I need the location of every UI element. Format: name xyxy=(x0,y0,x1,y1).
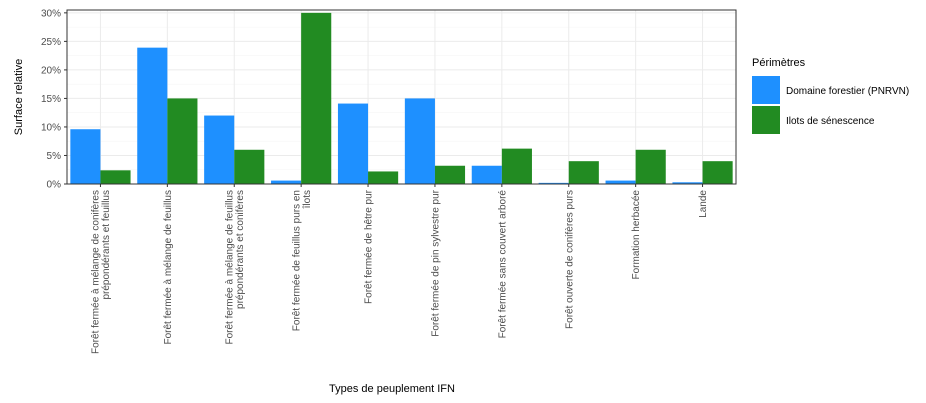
y-tick-label: 15% xyxy=(41,94,61,105)
y-tick-label: 0% xyxy=(47,180,62,191)
bar xyxy=(337,103,369,184)
legend: Périmètres Domaine forestier (PNRVN) Ilot… xyxy=(752,57,909,134)
x-tick-label: prépondérants et feuillus xyxy=(101,190,112,300)
bar xyxy=(471,165,502,184)
x-tick-label: Forêt fermée sans couvert arboré xyxy=(497,190,508,339)
y-tick-label: 20% xyxy=(41,65,61,76)
bar xyxy=(434,165,466,184)
y-tick-label: 25% xyxy=(41,37,61,48)
bar xyxy=(100,170,131,184)
x-axis-title: Types de peuplement IFN xyxy=(329,383,455,395)
y-tick-label: 30% xyxy=(41,8,61,19)
x-tick-label: îlots xyxy=(302,190,313,209)
bar xyxy=(501,148,532,184)
bar xyxy=(368,171,399,184)
bar xyxy=(204,115,235,184)
x-axis: Forêt fermée à mélange de conifères prépo… xyxy=(91,184,709,354)
legend-title: Périmètres xyxy=(752,57,806,69)
x-tick-label: Forêt fermée de pin sylvestre pur xyxy=(430,189,441,336)
x-tick-label: Forêt fermée de feuillus purs en xyxy=(291,190,302,331)
x-tick-label: Forêt fermée à mélange de feuillus xyxy=(225,190,236,345)
legend-label: Ilots de sénescence xyxy=(786,116,875,127)
x-tick-label: Forêt fermée à mélange de feuillus xyxy=(163,190,174,345)
bar xyxy=(301,12,332,184)
x-tick-label: Forêt fermée à mélange de conifères xyxy=(91,190,102,354)
bar xyxy=(702,161,733,184)
x-tick-label: prépondérants et conifères xyxy=(235,190,246,309)
plot-border xyxy=(66,9,737,185)
bar xyxy=(672,182,703,184)
bars xyxy=(70,12,733,184)
bar xyxy=(404,98,435,184)
bar xyxy=(271,180,302,184)
bar xyxy=(137,47,168,184)
bar xyxy=(234,149,265,184)
bar xyxy=(167,98,198,184)
x-tick-label: Formation herbacée xyxy=(631,190,642,280)
bar xyxy=(568,161,599,184)
bar xyxy=(635,149,666,184)
legend-key xyxy=(752,106,780,134)
bar xyxy=(605,180,636,184)
legend-key xyxy=(752,76,780,104)
x-tick-label: Lande xyxy=(698,190,709,218)
y-tick-label: 5% xyxy=(47,151,62,162)
x-tick-label: Forêt fermée de hêtre pur xyxy=(364,189,375,304)
legend-label: Domaine forestier (PNRVN) xyxy=(786,86,909,97)
bar xyxy=(70,129,101,184)
y-axis: 0% 5% 10% 15% 20% 25% 30% xyxy=(41,8,67,191)
y-tick-label: 10% xyxy=(41,122,61,133)
bar xyxy=(538,182,569,184)
x-tick-label: Forêt ouverte de conifères purs xyxy=(564,190,575,329)
y-axis-title: Surface relative xyxy=(13,59,25,135)
